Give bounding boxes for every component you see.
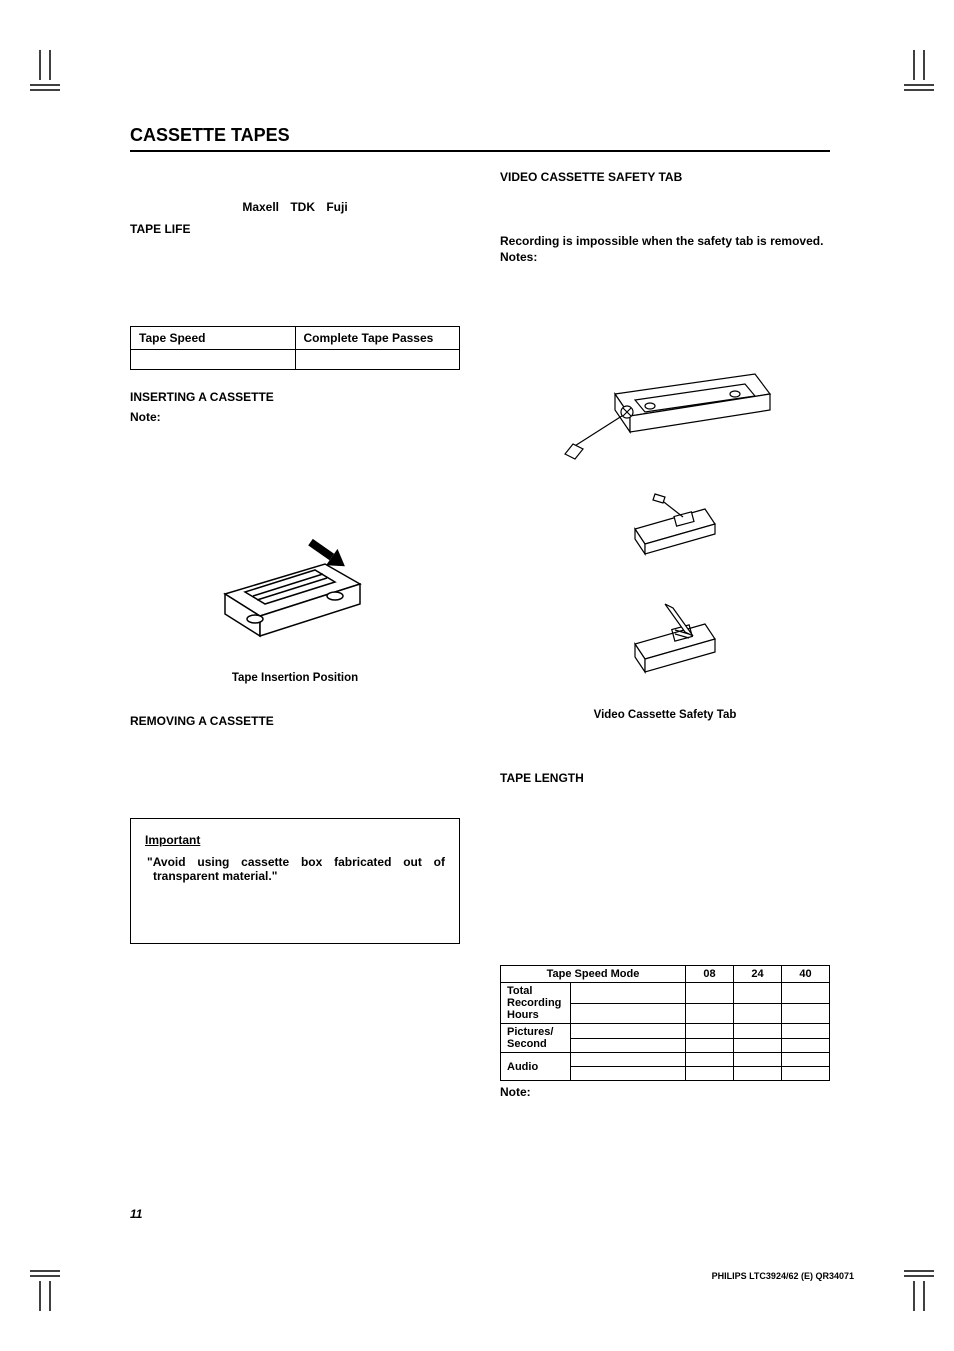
tape-length-table: Tape Speed Mode 08 24 40 Total Recording… [500,965,830,1081]
inserting-heading: INSERTING A CASSETTE [130,390,460,404]
td-blank [686,983,734,1004]
td-blank [131,350,296,370]
td-blank [782,1024,830,1039]
td-blank [734,1003,782,1024]
note-bottom: Note: [500,1085,830,1099]
td-blank [571,1038,686,1053]
td-blank [782,1053,830,1067]
safety-tab-caption: Video Cassette Safety Tab [594,709,737,721]
th-08: 08 [686,966,734,983]
td-blank [734,1067,782,1081]
row-pictures-sec: Pictures/ Second [501,1024,571,1053]
crop-mark-bl [30,1261,70,1301]
td-blank [782,983,830,1004]
td-blank [686,1003,734,1024]
td-blank [571,983,686,1004]
crop-mark-tr [884,50,924,90]
left-column: Maxell TDK Fuji TAPE LIFE Tape Speed Com… [130,170,460,1099]
crop-mark-br [884,1261,924,1301]
important-text: "Avoid using cassette box fabricated out… [151,855,445,883]
th-mode: Tape Speed Mode [501,966,686,983]
safety-tab-figures: Video Cassette Safety Tab [500,364,830,741]
page-title: CASSETTE TAPES [130,125,830,152]
td-blank [686,1038,734,1053]
th-24: 24 [734,966,782,983]
page-content: CASSETTE TAPES Maxell TDK Fuji TAPE LIFE… [130,125,830,1099]
safety-tab-heading: VIDEO CASSETTE SAFETY TAB [500,170,830,184]
footer-code: PHILIPS LTC3924/62 (E) QR34071 [712,1271,854,1281]
row-total-hours: Total Recording Hours [501,983,571,1024]
td-blank [571,1067,686,1081]
td-blank [686,1067,734,1081]
th-tape-speed: Tape Speed [131,327,296,350]
important-label: Important [145,833,445,847]
td-blank [571,1024,686,1039]
note-label: Note: [130,410,460,424]
brands-line: Maxell TDK Fuji [130,200,460,214]
td-blank [734,983,782,1004]
notes-label: Notes: [500,250,830,264]
td-blank [734,1038,782,1053]
cassette-insert-figure [130,524,460,664]
important-box: Important "Avoid using cassette box fabr… [130,818,460,944]
tape-life-heading: TAPE LIFE [130,222,460,236]
td-blank [571,1003,686,1024]
tape-length-heading: TAPE LENGTH [500,771,830,785]
td-blank [734,1024,782,1039]
row-audio: Audio [501,1053,571,1081]
tape-speed-table: Tape Speed Complete Tape Passes [130,326,460,370]
right-column: VIDEO CASSETTE SAFETY TAB Recording is i… [500,170,830,1099]
th-passes: Complete Tape Passes [295,327,460,350]
safety-tab-p1: Recording is impossible when the safety … [500,234,830,248]
td-blank [686,1024,734,1039]
crop-mark-tl [30,50,70,90]
td-blank [782,1038,830,1053]
td-blank [571,1053,686,1067]
td-blank [295,350,460,370]
page-number: 11 [130,1207,142,1221]
td-blank [782,1003,830,1024]
td-blank [686,1053,734,1067]
removing-heading: REMOVING A CASSETTE [130,714,460,728]
td-blank [734,1053,782,1067]
insert-figure-caption: Tape Insertion Position [130,672,460,684]
th-40: 40 [782,966,830,983]
td-blank [782,1067,830,1081]
